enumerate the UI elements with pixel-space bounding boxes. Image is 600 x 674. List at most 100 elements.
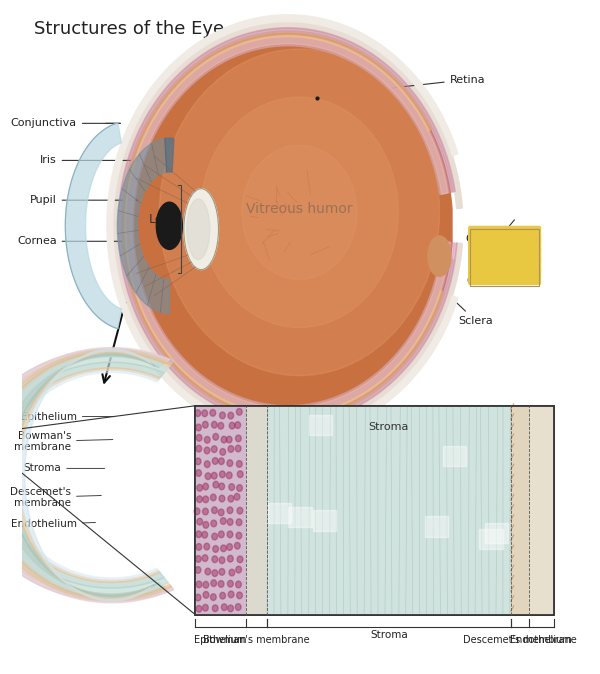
Circle shape [219, 569, 225, 576]
Circle shape [220, 471, 225, 478]
Circle shape [203, 592, 209, 599]
Circle shape [197, 496, 202, 503]
Polygon shape [8, 353, 155, 598]
Circle shape [226, 436, 232, 443]
Circle shape [202, 421, 208, 428]
Text: Lens: Lens [149, 212, 178, 226]
Circle shape [205, 473, 211, 480]
Circle shape [204, 461, 210, 468]
Circle shape [238, 471, 243, 478]
Circle shape [203, 582, 209, 588]
Text: Sclera: Sclera [457, 303, 493, 326]
Circle shape [227, 544, 232, 551]
Circle shape [236, 592, 242, 599]
FancyBboxPatch shape [469, 226, 541, 244]
Circle shape [212, 605, 218, 611]
Circle shape [211, 421, 217, 428]
Text: Choroid: Choroid [466, 261, 509, 286]
Circle shape [203, 496, 209, 503]
Circle shape [229, 423, 235, 429]
Text: Stroma: Stroma [370, 630, 408, 640]
Bar [196, 406, 554, 615]
Circle shape [204, 543, 209, 550]
Polygon shape [120, 30, 455, 421]
Text: Iris: Iris [40, 156, 137, 165]
Text: Epithelium: Epithelium [21, 412, 115, 421]
Circle shape [227, 605, 233, 612]
Circle shape [210, 410, 216, 417]
Ellipse shape [187, 199, 210, 259]
Text: Pupil: Pupil [30, 195, 137, 205]
Bar [196, 406, 245, 615]
Circle shape [221, 604, 227, 611]
Bar [267, 406, 511, 615]
Circle shape [202, 531, 208, 538]
Circle shape [228, 446, 234, 452]
Circle shape [236, 460, 242, 467]
Circle shape [235, 604, 241, 611]
Polygon shape [0, 350, 167, 601]
Circle shape [196, 605, 202, 612]
Circle shape [202, 410, 208, 417]
Polygon shape [0, 349, 174, 601]
Circle shape [229, 569, 235, 576]
Text: Optic nerve: Optic nerve [466, 220, 531, 244]
Circle shape [203, 522, 209, 528]
Circle shape [195, 594, 201, 601]
Polygon shape [65, 123, 121, 329]
Circle shape [237, 556, 243, 563]
Circle shape [203, 605, 208, 611]
Circle shape [212, 570, 218, 576]
Ellipse shape [428, 236, 451, 276]
Circle shape [227, 518, 233, 525]
Polygon shape [124, 35, 451, 417]
Bar [529, 406, 554, 615]
Bar [511, 406, 529, 615]
Text: Epithelium: Epithelium [194, 635, 247, 645]
Circle shape [203, 483, 209, 490]
Text: Descemet's membrane: Descemet's membrane [463, 635, 577, 645]
Circle shape [196, 470, 202, 477]
Circle shape [212, 458, 218, 464]
Circle shape [194, 508, 200, 515]
Circle shape [237, 508, 243, 514]
Circle shape [213, 433, 218, 440]
Circle shape [213, 481, 219, 488]
Circle shape [200, 97, 398, 328]
Polygon shape [122, 33, 452, 419]
Bar [196, 406, 554, 615]
Polygon shape [0, 353, 163, 597]
Circle shape [211, 472, 217, 479]
Circle shape [236, 485, 242, 491]
FancyBboxPatch shape [469, 247, 541, 264]
Circle shape [236, 566, 242, 573]
Polygon shape [0, 357, 168, 594]
Circle shape [195, 458, 201, 464]
Polygon shape [125, 36, 449, 415]
Circle shape [196, 581, 202, 588]
Circle shape [229, 484, 235, 491]
Circle shape [219, 557, 225, 563]
Ellipse shape [157, 202, 182, 249]
Circle shape [220, 412, 226, 419]
Circle shape [235, 422, 241, 429]
Circle shape [211, 580, 217, 586]
Polygon shape [1, 370, 158, 580]
Circle shape [236, 581, 241, 588]
Circle shape [236, 532, 242, 539]
Circle shape [219, 495, 225, 502]
Circle shape [195, 567, 201, 574]
Circle shape [221, 545, 226, 552]
Circle shape [211, 446, 217, 452]
Ellipse shape [184, 189, 218, 270]
Text: Vitreous humor: Vitreous humor [246, 202, 353, 216]
Circle shape [227, 555, 233, 562]
Circle shape [228, 591, 234, 598]
Polygon shape [165, 138, 174, 172]
Circle shape [211, 594, 216, 601]
Circle shape [212, 507, 217, 514]
Text: Endothelium: Endothelium [511, 635, 572, 645]
Circle shape [218, 423, 224, 429]
Polygon shape [0, 355, 159, 596]
Circle shape [242, 145, 357, 280]
